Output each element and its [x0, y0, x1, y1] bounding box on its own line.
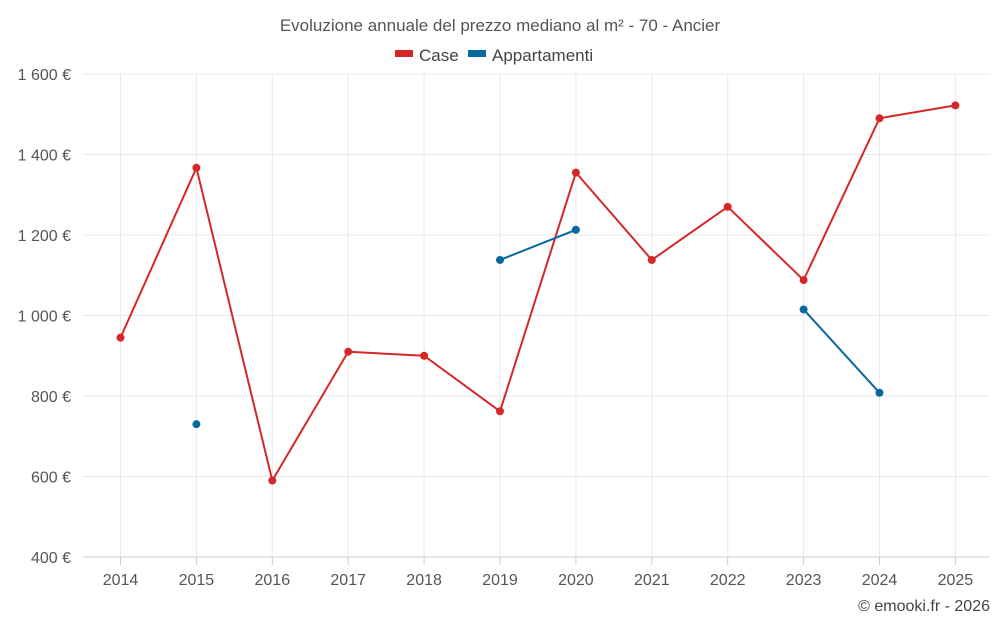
series-layer: [116, 101, 960, 485]
y-tick-label: 1 200 €: [18, 228, 71, 245]
y-tick-label: 1 600 €: [18, 67, 71, 84]
y-tick-label: 400 €: [31, 550, 71, 567]
x-tick-label: 2014: [103, 572, 139, 589]
data-point-case-2025[interactable]: [951, 101, 960, 110]
series-line-appartamenti: [802, 308, 881, 394]
data-point-case-2015[interactable]: [192, 163, 201, 172]
data-point-case-2024[interactable]: [875, 114, 884, 123]
series-line-appartamenti: [499, 228, 577, 261]
x-tick-label: 2015: [179, 572, 215, 589]
data-point-appartamenti-2024[interactable]: [875, 388, 884, 397]
x-axis-ticks: 2014 2015 2016 2017 2018 2019 2020 2021 2022 2023…: [103, 572, 974, 589]
series-appartamenti: [192, 225, 884, 429]
credit-text: © emooki.fr - 2026: [858, 598, 990, 615]
y-tick-label: 600 €: [31, 470, 71, 487]
data-point-case-2020[interactable]: [571, 168, 580, 177]
x-tick-label: 2024: [862, 572, 898, 589]
series-case: [116, 101, 960, 485]
x-tick-label: 2019: [482, 572, 518, 589]
data-point-case-2023[interactable]: [799, 276, 808, 285]
x-tick-label: 2023: [786, 572, 822, 589]
legend-swatch-appartamenti: [468, 50, 486, 57]
x-tick-label: 2022: [710, 572, 746, 589]
legend: Case Appartamenti: [395, 46, 593, 65]
x-tick-label: 2016: [255, 572, 291, 589]
y-tick-label: 1 000 €: [18, 309, 71, 326]
legend-label-appartamenti[interactable]: Appartamenti: [492, 46, 593, 65]
legend-label-case[interactable]: Case: [419, 46, 459, 65]
data-point-case-2021[interactable]: [647, 255, 656, 264]
data-point-case-2014[interactable]: [116, 333, 125, 342]
y-axis-ticks: 400 € 600 € 800 € 1 000 € 1 200 € 1 400 € 1 60…: [18, 67, 71, 567]
data-point-appartamenti-2015[interactable]: [192, 420, 201, 429]
data-point-case-2018[interactable]: [420, 351, 429, 360]
x-tick-label: 2017: [330, 572, 366, 589]
x-tick-label: 2018: [406, 572, 442, 589]
data-point-case-2019[interactable]: [496, 407, 504, 416]
legend-swatch-case: [395, 50, 413, 57]
chart-title: Evoluzione annuale del prezzo mediano al…: [280, 16, 721, 35]
y-tick-label: 1 400 €: [18, 148, 71, 165]
data-point-case-2017[interactable]: [344, 347, 353, 356]
x-tick-label: 2021: [634, 572, 670, 589]
data-point-appartamenti-2020[interactable]: [571, 225, 580, 234]
x-tick-label: 2020: [558, 572, 594, 589]
y-gridlines: [83, 73, 990, 477]
data-point-case-2016[interactable]: [268, 476, 277, 485]
x-gridlines: [120, 74, 956, 565]
data-point-case-2022[interactable]: [723, 202, 732, 211]
series-line-case: [119, 104, 957, 482]
data-point-appartamenti-2019[interactable]: [496, 255, 504, 264]
y-tick-label: 800 €: [31, 389, 71, 406]
data-point-appartamenti-2023[interactable]: [799, 305, 808, 314]
x-tick-label: 2025: [938, 572, 974, 589]
